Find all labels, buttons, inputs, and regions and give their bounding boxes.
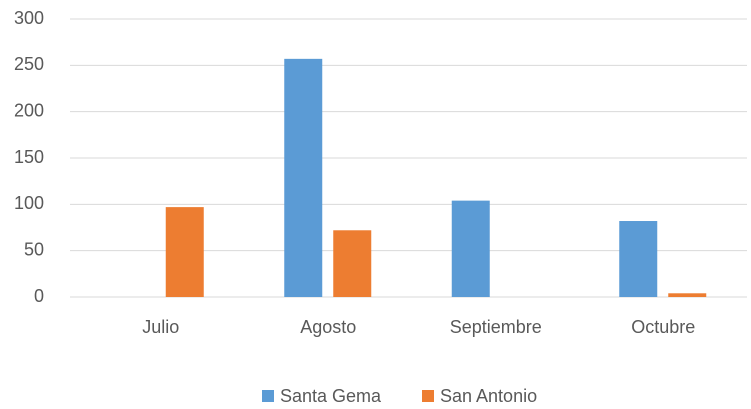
x-tick-label: Octubre — [631, 317, 695, 337]
legend-label: San Antonio — [440, 386, 537, 406]
x-tick-label: Julio — [142, 317, 179, 337]
bar — [451, 200, 490, 297]
y-tick-label: 250 — [14, 54, 44, 74]
x-tick-label: Agosto — [300, 317, 356, 337]
legend-swatch — [262, 390, 274, 402]
y-tick-label: 200 — [14, 100, 44, 120]
legend-swatch — [422, 390, 434, 402]
bar — [668, 293, 707, 297]
bar — [284, 58, 323, 298]
bar — [165, 207, 204, 297]
y-tick-label: 150 — [14, 147, 44, 167]
y-tick-label: 300 — [14, 8, 44, 28]
bar — [333, 230, 372, 297]
y-tick-label: 0 — [34, 286, 44, 306]
legend-label: Santa Gema — [280, 386, 382, 406]
x-tick-label: Septiembre — [450, 317, 542, 337]
y-tick-label: 100 — [14, 193, 44, 213]
y-tick-label: 50 — [24, 239, 44, 259]
bar — [619, 221, 658, 297]
